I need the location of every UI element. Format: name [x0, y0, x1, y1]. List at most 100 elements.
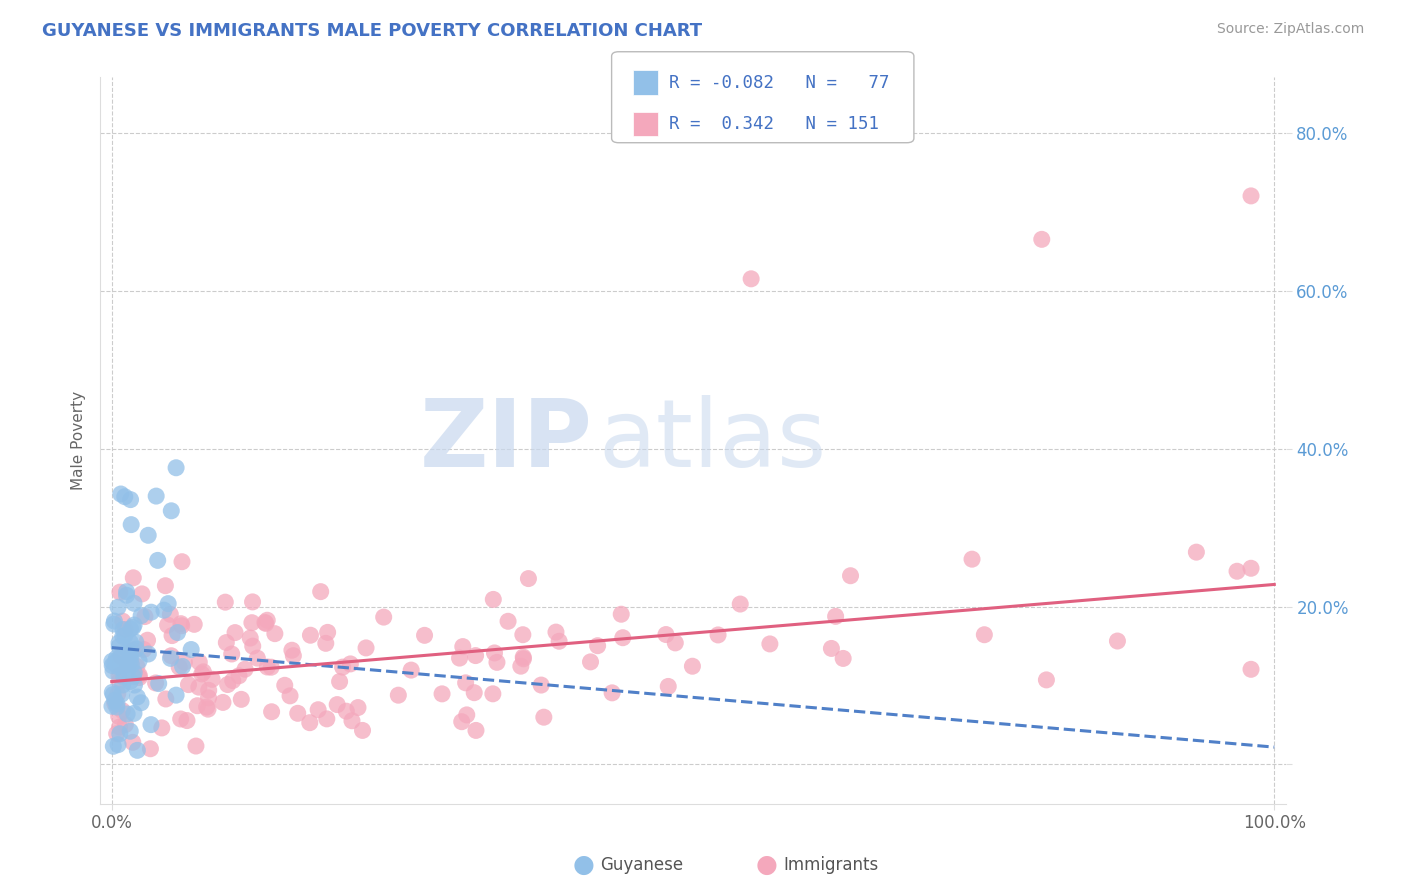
Point	[111, 614, 134, 628]
Point	[315, 712, 337, 726]
Point	[231, 692, 253, 706]
Point	[101, 685, 124, 699]
Point	[122, 665, 145, 680]
Point	[117, 644, 139, 658]
Point	[172, 659, 194, 673]
Point	[122, 643, 145, 657]
Point	[1185, 545, 1208, 559]
Point	[278, 689, 301, 703]
Point	[145, 676, 167, 690]
Point	[544, 625, 567, 640]
Text: R =  0.342   N = 151: R = 0.342 N = 151	[669, 115, 879, 133]
Point	[512, 628, 534, 642]
Point	[256, 613, 278, 627]
Point	[104, 656, 127, 670]
Point	[107, 660, 129, 674]
Point	[1240, 561, 1263, 575]
Point	[141, 605, 163, 619]
Point	[263, 626, 285, 640]
Point	[960, 552, 983, 566]
Point	[176, 714, 198, 728]
Point	[122, 618, 145, 632]
Point	[111, 678, 134, 692]
Point	[107, 709, 129, 723]
Point	[166, 625, 188, 640]
Point	[339, 657, 361, 671]
Point	[114, 628, 136, 642]
Point	[1240, 189, 1263, 203]
Point	[307, 703, 329, 717]
Point	[387, 688, 409, 702]
Point	[103, 614, 125, 628]
Point	[193, 665, 215, 679]
Point	[326, 698, 349, 712]
Point	[195, 700, 218, 714]
Point	[329, 674, 352, 689]
Point	[332, 660, 354, 674]
Point	[146, 553, 169, 567]
Point	[340, 714, 363, 728]
Point	[600, 686, 623, 700]
Point	[122, 706, 145, 721]
Point	[450, 714, 472, 729]
Point	[107, 600, 129, 615]
Point	[655, 627, 678, 641]
Point	[287, 706, 309, 721]
Point	[485, 656, 508, 670]
Point	[105, 727, 128, 741]
Point	[150, 721, 173, 735]
Point	[112, 657, 135, 672]
Point	[138, 647, 160, 661]
Point	[127, 690, 149, 704]
Point	[136, 633, 159, 648]
Point	[1226, 564, 1249, 578]
Point	[120, 635, 142, 649]
Point	[108, 668, 131, 682]
Point	[530, 678, 553, 692]
Point	[681, 659, 703, 673]
Point	[253, 615, 276, 630]
Point	[104, 697, 127, 711]
Text: ●: ●	[572, 854, 595, 877]
Point	[157, 597, 180, 611]
Point	[299, 628, 322, 642]
Point	[120, 657, 142, 672]
Point	[128, 671, 150, 685]
Point	[112, 664, 135, 678]
Point	[125, 659, 148, 673]
Point	[120, 492, 142, 507]
Point	[612, 631, 634, 645]
Point	[129, 608, 152, 623]
Text: ●: ●	[755, 854, 778, 877]
Point	[124, 678, 146, 692]
Point	[111, 630, 134, 644]
Point	[188, 655, 211, 669]
Point	[315, 636, 337, 650]
Point	[228, 669, 250, 683]
Point	[167, 660, 190, 674]
Point	[105, 700, 128, 714]
Point	[177, 677, 200, 691]
Point	[183, 617, 205, 632]
Point	[224, 625, 246, 640]
Point	[197, 702, 219, 716]
Point	[832, 651, 855, 665]
Point	[117, 658, 139, 673]
Point	[221, 647, 243, 661]
Point	[170, 616, 193, 631]
Point	[335, 704, 357, 718]
Point	[482, 592, 505, 607]
Point	[170, 712, 193, 726]
Point	[115, 588, 138, 602]
Text: atlas: atlas	[598, 395, 827, 487]
Point	[728, 597, 751, 611]
Point	[170, 619, 193, 633]
Y-axis label: Male Poverty: Male Poverty	[72, 392, 86, 491]
Point	[496, 615, 519, 629]
Point	[112, 670, 135, 684]
Point	[110, 487, 132, 501]
Point	[214, 595, 236, 609]
Point	[128, 654, 150, 668]
Point	[399, 663, 422, 677]
Point	[125, 642, 148, 657]
